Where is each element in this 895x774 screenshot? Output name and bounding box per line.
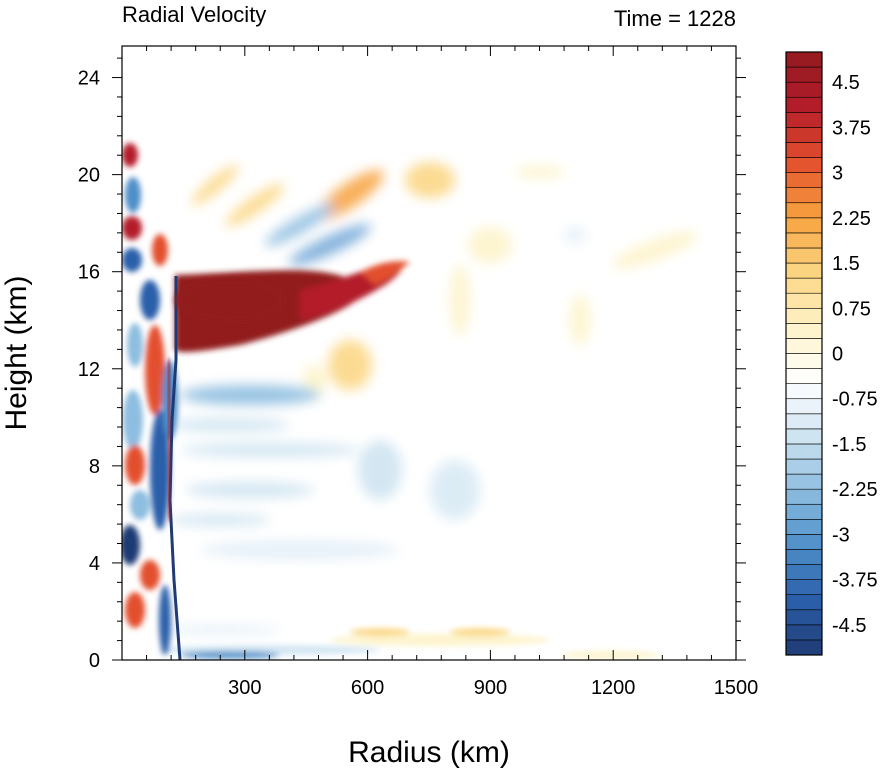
- colorbar-label: 0: [832, 344, 843, 366]
- colorbar-bin: [785, 519, 823, 535]
- colorbar-bin: [785, 217, 823, 234]
- velocity-field: [122, 46, 736, 660]
- colorbar-label: 2.25: [832, 208, 871, 230]
- colorbar-label: 0.75: [832, 298, 871, 320]
- colorbar: 4.5 3.75 3 2.25 1.5 0.75 0 -0.75 -1.5 -2.25 -3 -3.7…: [785, 51, 878, 656]
- colorbar-bin: [785, 112, 823, 128]
- colorbar-label: -0.75: [832, 389, 878, 411]
- colorbar-label: -4.5: [832, 615, 866, 637]
- colorbar-bin: [785, 323, 823, 339]
- colorbar-bin: [785, 96, 823, 113]
- colorbar-label: -3: [832, 524, 850, 546]
- y-tick-label: 24: [78, 68, 100, 90]
- colorbar-bin: [785, 81, 823, 98]
- colorbar-bin: [785, 579, 823, 595]
- y-axis-label: Height (km): [0, 275, 33, 430]
- y-tick-label: 4: [89, 553, 100, 575]
- colorbar-bin: [785, 232, 823, 249]
- colorbar-label: -2.25: [832, 479, 878, 501]
- colorbar-label: -3.75: [832, 570, 878, 592]
- colorbar-bin: [785, 127, 823, 143]
- colorbar-bin: [785, 443, 823, 460]
- x-axis: 300 600 900 1200 1500: [121, 46, 759, 699]
- x-axis-label: Radius (km): [348, 736, 510, 769]
- colorbar-bin: [785, 488, 823, 505]
- colorbar-bin: [785, 503, 823, 520]
- colorbar-bin: [785, 172, 823, 188]
- colorbar-bin: [785, 534, 823, 550]
- colorbar-label: -1.5: [832, 434, 866, 456]
- colorbar-label: 4.5: [832, 72, 860, 94]
- colorbar-bin: [785, 428, 823, 445]
- colorbar-label: 3.75: [832, 117, 871, 139]
- y-tick-label: 20: [78, 165, 100, 187]
- x-tick-label: 300: [228, 677, 261, 699]
- colorbar-bin: [785, 307, 823, 324]
- colorbar-bin: [785, 292, 823, 309]
- colorbar-bin: [785, 247, 823, 264]
- colorbar-bin: [785, 66, 823, 83]
- y-tick-label: 8: [89, 456, 100, 478]
- colorbar-bin: [785, 338, 823, 354]
- colorbar-bin: [785, 564, 823, 580]
- colorbar-bin: [785, 157, 823, 173]
- chart-title-left: Radial Velocity: [122, 2, 266, 27]
- colorbar-bin: [785, 383, 823, 400]
- x-tick-label: 1200: [591, 677, 636, 699]
- colorbar-bin: [785, 368, 823, 384]
- colorbar-bin: [785, 594, 823, 611]
- colorbar-bin: [785, 353, 823, 369]
- colorbar-bin: [785, 187, 823, 204]
- colorbar-bin: [785, 458, 823, 475]
- colorbar-bin: [785, 202, 823, 219]
- y-tick-label: 16: [78, 262, 100, 284]
- colorbar-bin: [785, 262, 823, 279]
- colorbar-bin: [785, 473, 823, 490]
- colorbar-bin: [785, 639, 823, 656]
- x-tick-label: 900: [474, 677, 507, 699]
- chart-title-right: Time = 1228: [614, 6, 736, 31]
- y-tick-label: 0: [89, 650, 100, 672]
- colorbar-bin: [785, 549, 823, 565]
- colorbar-bin: [785, 142, 823, 158]
- colorbar-bin: [785, 609, 823, 626]
- x-tick-label: 600: [351, 677, 384, 699]
- colorbar-label: 3: [832, 163, 843, 185]
- colorbar-bin: [785, 277, 823, 294]
- colorbar-bin: [785, 624, 823, 641]
- colorbar-frame: [785, 51, 823, 656]
- colorbar-bin: [785, 51, 823, 68]
- colorbar-label: 1.5: [832, 253, 860, 275]
- colorbar-bin: [785, 398, 823, 415]
- x-tick-label: 1500: [714, 677, 759, 699]
- y-axis: 0 4 8 12 16 20 24: [78, 57, 746, 672]
- y-tick-label: 12: [78, 359, 100, 381]
- colorbar-bin: [785, 413, 823, 430]
- plot-frame: [121, 45, 737, 661]
